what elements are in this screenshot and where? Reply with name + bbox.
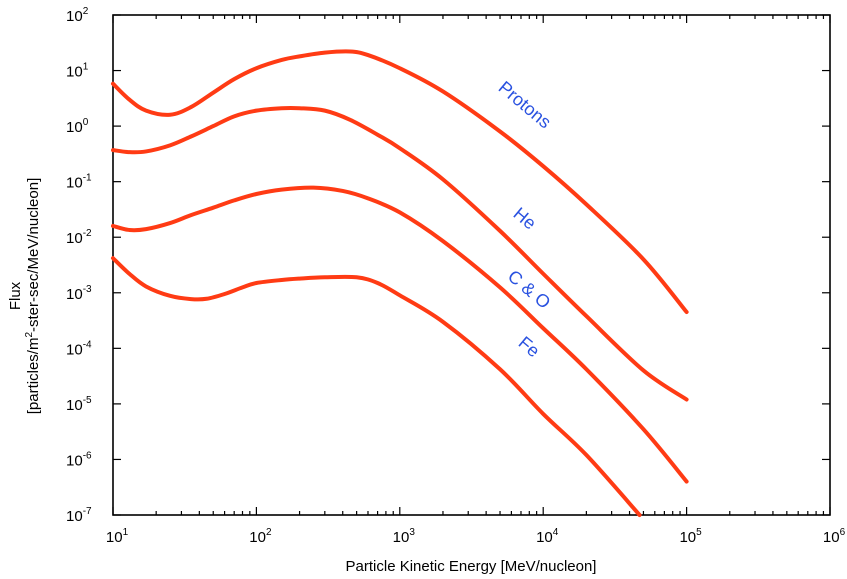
series-line-c-o (111, 185, 689, 484)
y-axis-title-part2: -ster-sec/MeV/nucleon] (25, 178, 42, 332)
y-tick-labels: 102 101 100 10-1 10-2 10-3 10-4 10-5 10-6 10-7 (66, 6, 92, 525)
y-tick-label: 102 (66, 6, 89, 25)
y-tick-label: 10-6 (66, 450, 92, 469)
x-tick-label: 103 (393, 527, 416, 546)
series-line-fe (111, 256, 642, 517)
y-tick-label: 10-5 (66, 395, 92, 414)
series-line-he (111, 105, 689, 402)
x-tick-label: 105 (679, 527, 702, 546)
y-tick-label: 10-3 (66, 284, 92, 303)
series-label-fe: Fe (515, 332, 544, 361)
y-tick-label: 10-2 (66, 228, 92, 247)
y-tick-label: 10-7 (66, 506, 92, 525)
x-tick-label: 106 (823, 527, 846, 546)
series-label-protons: Protons (495, 77, 555, 132)
series-label-c-o: C & O (504, 266, 554, 313)
series-label-he: He (510, 203, 540, 233)
series-labels: Protons He C & O Fe (495, 77, 555, 361)
y-axis-title: Flux [particles/m2-ster-sec/MeV/nucleon] (7, 178, 42, 414)
y-axis-title-sup: 2 (24, 332, 35, 338)
y-axis-title-line2: [particles/m2-ster-sec/MeV/nucleon] (24, 178, 42, 414)
x-tick-label: 102 (249, 527, 272, 546)
y-tick-label: 10-4 (66, 339, 92, 358)
y-tick-label: 100 (66, 117, 89, 136)
y-tick-label: 101 (66, 62, 89, 81)
x-axis-title: Particle Kinetic Energy [MeV/nucleon] (346, 558, 597, 575)
y-axis-title-part1: [particles/m (25, 338, 42, 415)
x-tick-label: 101 (106, 527, 129, 546)
y-tick-label: 10-1 (66, 173, 92, 192)
y-axis-title-line1: Flux (7, 281, 24, 310)
series-lines (111, 49, 689, 517)
x-tick-label: 104 (536, 527, 559, 546)
series-line-protons (111, 49, 689, 315)
x-tick-labels: 101 102 103 104 105 106 (106, 527, 846, 546)
axis-ticks (112, 14, 831, 516)
plot-frame (112, 14, 831, 516)
